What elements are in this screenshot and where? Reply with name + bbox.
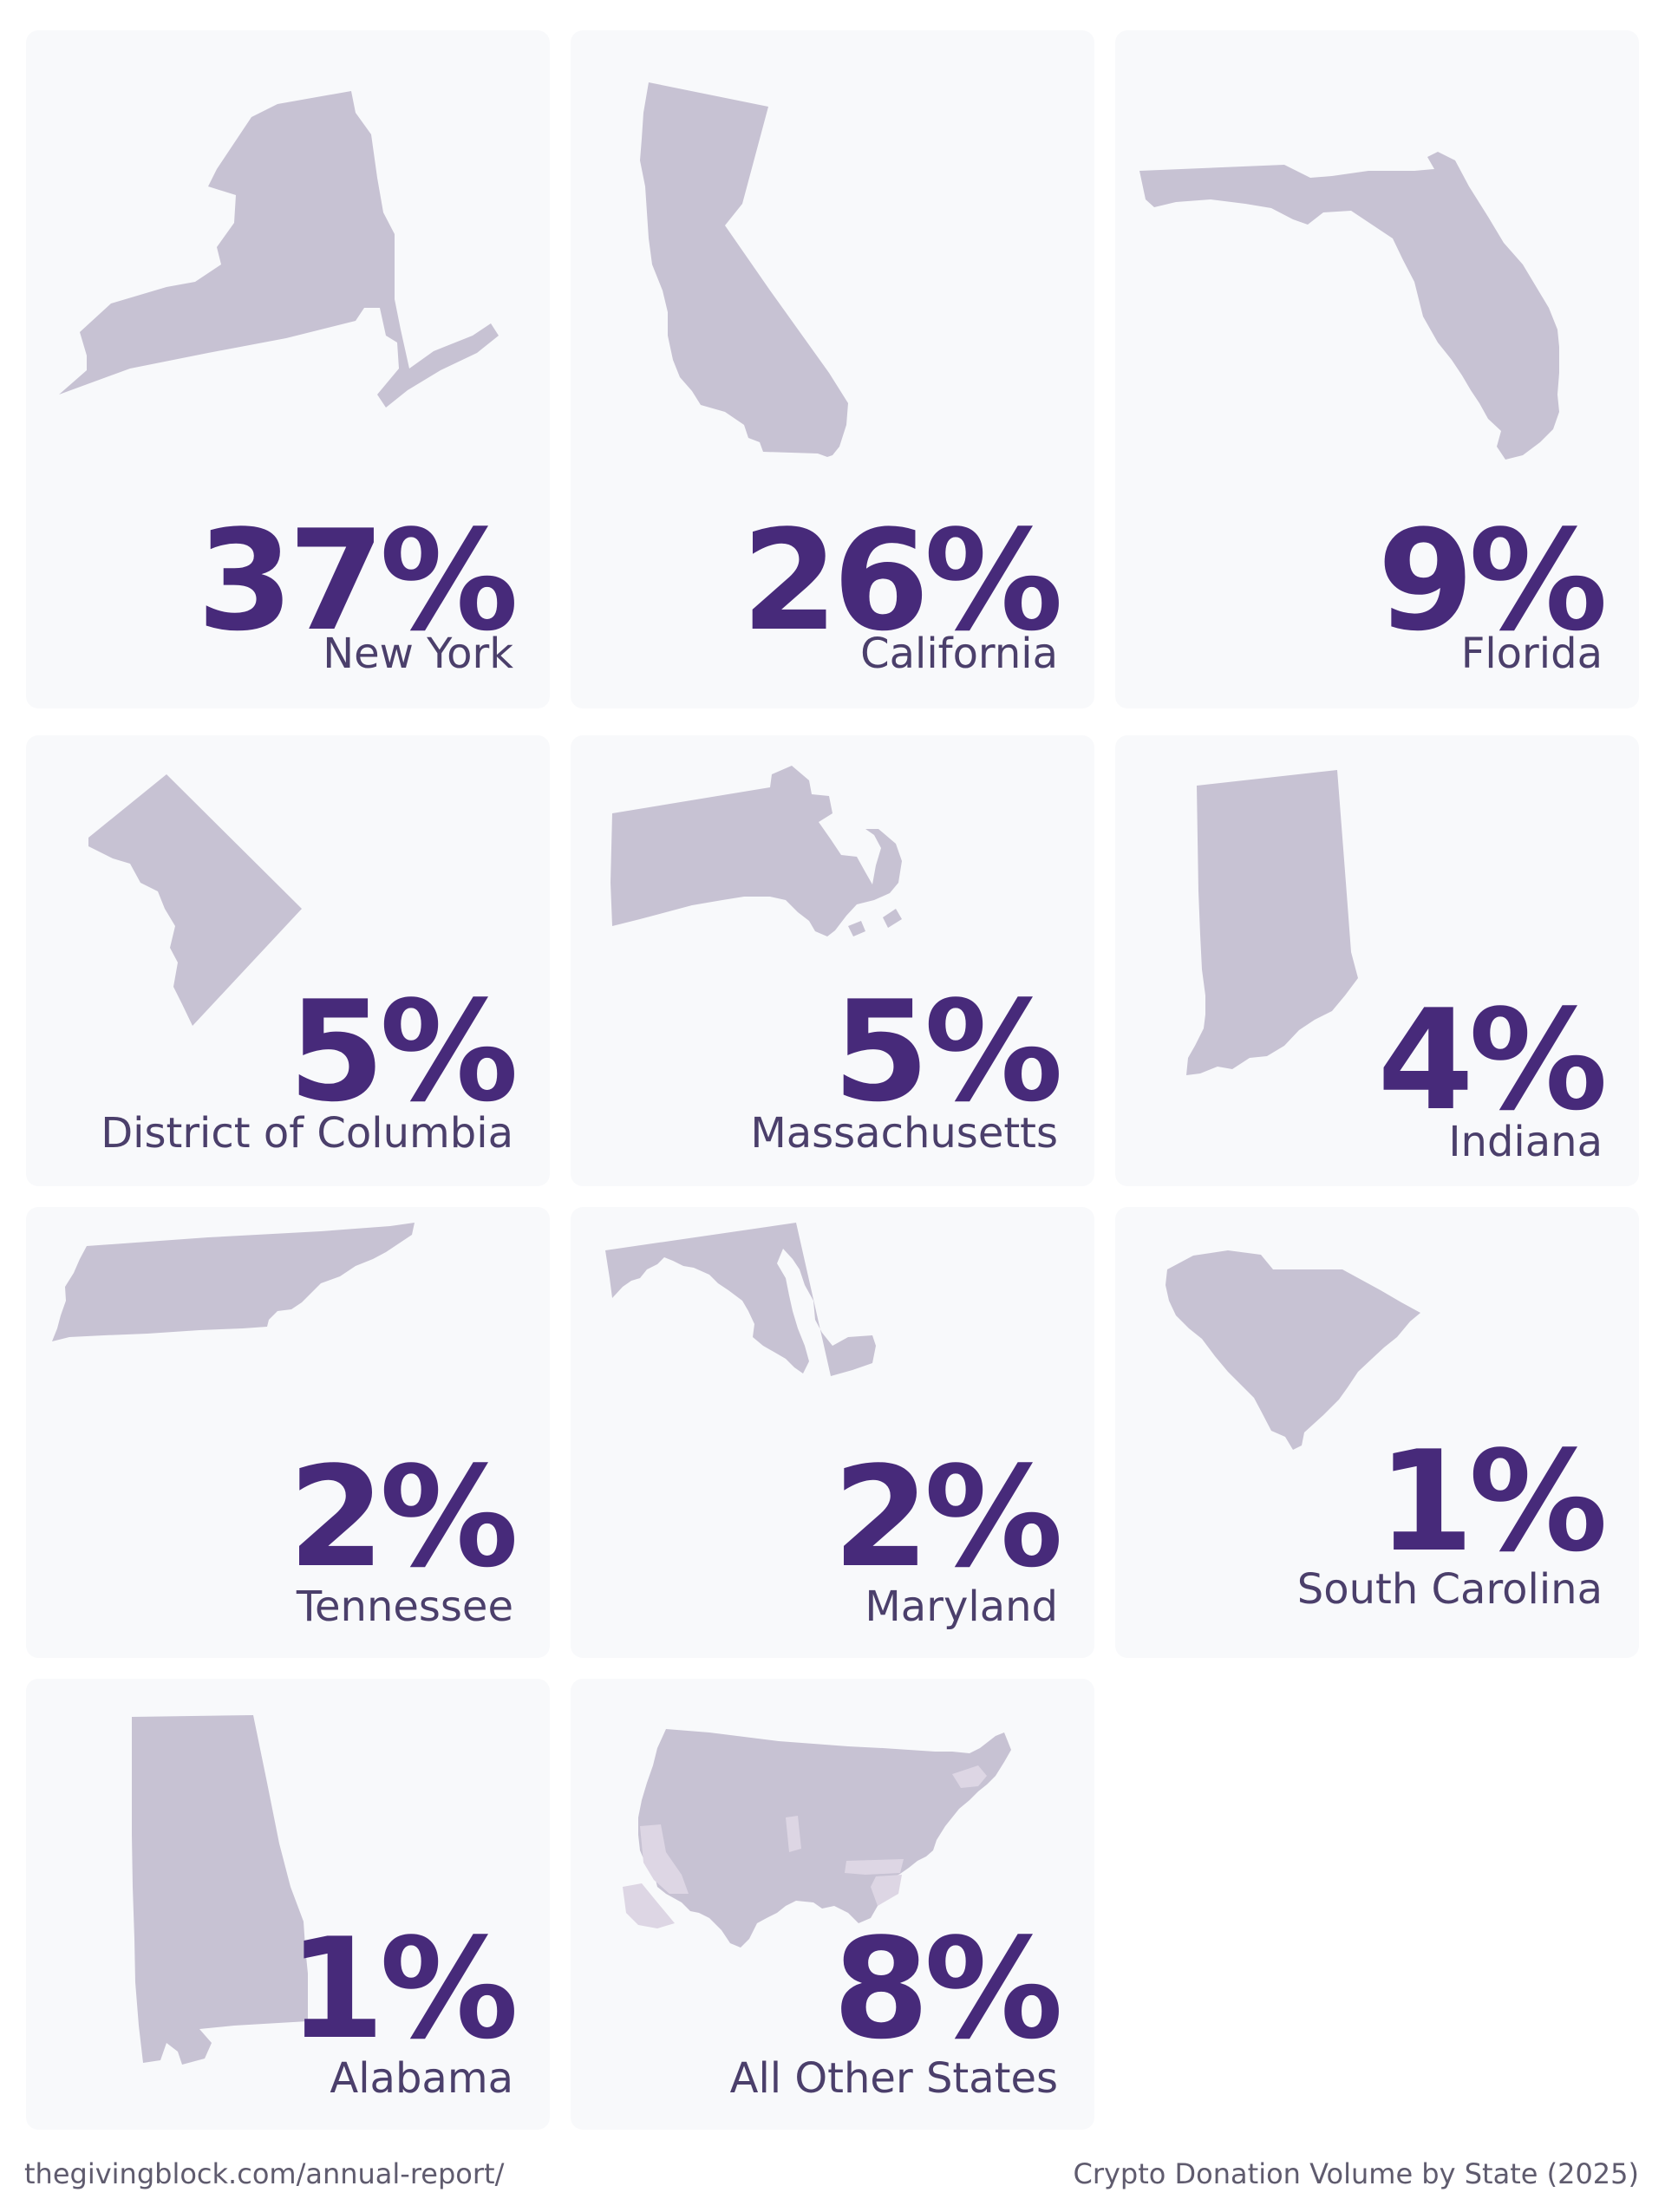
state-label: Alabama — [330, 2054, 513, 2103]
maryland-map-icon — [605, 1223, 876, 1376]
massachusetts-map-icon — [610, 766, 902, 936]
percent-value: 26% — [741, 499, 1063, 662]
florida-map-icon — [1139, 152, 1559, 460]
state-card: 26% California — [571, 30, 1094, 708]
percent-value: 5% — [288, 970, 519, 1132]
state-label: All Other States — [729, 2054, 1058, 2103]
footer-caption: Crypto Donation Volume by State (2025) — [1073, 2157, 1639, 2190]
state-label: California — [860, 630, 1058, 678]
indiana-map-icon — [1186, 770, 1358, 1075]
state-card: 2% Tennessee — [26, 1207, 550, 1658]
state-card: 1% South Carolina — [1115, 1207, 1639, 1658]
south-carolina-map-icon — [1166, 1250, 1420, 1450]
california-map-icon — [640, 82, 848, 457]
percent-value: 2% — [288, 1436, 519, 1598]
district-of-columbia-map-icon — [88, 774, 302, 1026]
new-york-map-icon — [59, 91, 499, 408]
state-card: 5% Massachusetts — [571, 735, 1094, 1186]
state-label: Indiana — [1448, 1118, 1603, 1166]
state-label: Florida — [1460, 630, 1603, 678]
state-card: 1% Alabama — [26, 1679, 550, 2130]
footer-url[interactable]: thegivingblock.com/annual-report/ — [24, 2157, 505, 2190]
percent-value: 37% — [197, 499, 519, 662]
state-label: New York — [323, 630, 513, 678]
state-card: 9% Florida — [1115, 30, 1639, 708]
usa-map-icon — [623, 1729, 1011, 1948]
state-card: 2% Maryland — [571, 1207, 1094, 1658]
percent-value: 1% — [1377, 1420, 1608, 1582]
state-card: 4% Indiana — [1115, 735, 1639, 1186]
percent-value: 8% — [832, 1908, 1063, 2070]
state-label: South Carolina — [1296, 1565, 1603, 1614]
percent-value: 4% — [1377, 979, 1608, 1141]
state-card: 8% All Other States — [571, 1679, 1094, 2130]
state-card: 5% District of Columbia — [26, 735, 550, 1186]
percent-value: 5% — [832, 970, 1063, 1132]
state-label: Maryland — [865, 1582, 1058, 1631]
state-label: Tennessee — [296, 1582, 513, 1631]
percent-value: 9% — [1377, 499, 1608, 662]
state-label: District of Columbia — [101, 1109, 513, 1158]
state-label: Massachusetts — [750, 1109, 1058, 1158]
alabama-map-icon — [132, 1715, 308, 2065]
percent-value: 1% — [288, 1908, 519, 2070]
percent-value: 2% — [832, 1436, 1063, 1598]
tennessee-map-icon — [52, 1223, 415, 1341]
state-card: 37% New York — [26, 30, 550, 708]
